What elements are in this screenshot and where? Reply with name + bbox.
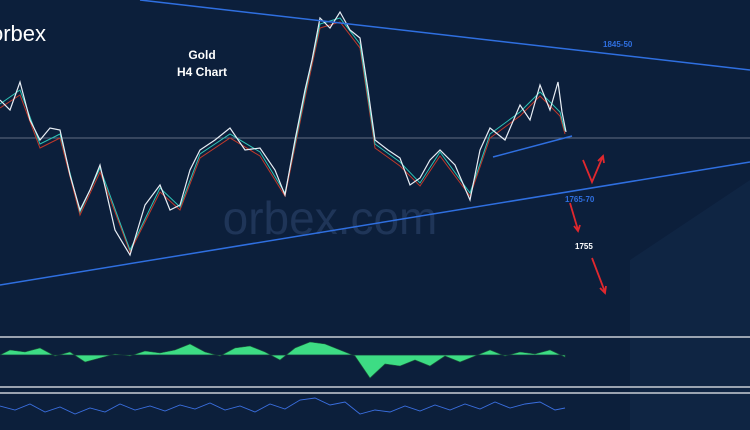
- support-label: 1765-70: [565, 195, 595, 204]
- watermark: orbex.com: [223, 192, 438, 244]
- price-series: [0, 10, 567, 257]
- arrow-head: [597, 154, 605, 164]
- target-label: 1755: [575, 242, 593, 251]
- rsi-line: [0, 397, 566, 415]
- instrument-title: Gold: [188, 48, 215, 62]
- projection-arrow: [569, 202, 579, 231]
- arrow-head: [599, 285, 607, 295]
- resistance-label: 1845-50: [603, 40, 633, 49]
- projection-arrow: [591, 257, 606, 293]
- support-trendline: [0, 161, 750, 286]
- moving-average-slow: [0, 21, 566, 254]
- logo: orbex: [0, 21, 46, 46]
- background-shade: [630, 180, 750, 430]
- projection-arrow: [582, 155, 604, 185]
- arrow-head: [573, 224, 581, 233]
- projection-arrows: [569, 154, 607, 295]
- timeframe-title: H4 Chart: [177, 65, 227, 79]
- resistance-trendline: [139, 0, 750, 71]
- short-support-line: [492, 135, 573, 158]
- oscillator-histogram: [0, 341, 566, 379]
